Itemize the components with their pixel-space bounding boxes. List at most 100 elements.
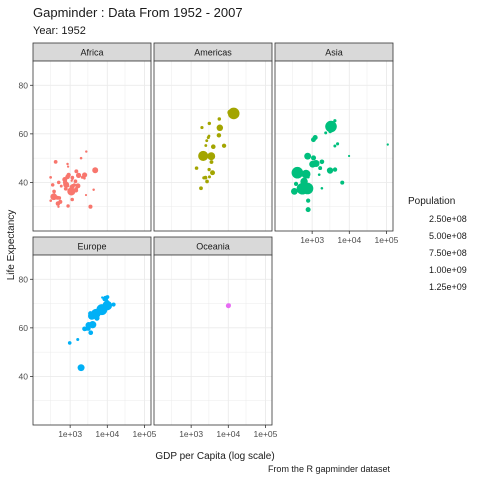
data-point-africa [66, 204, 70, 208]
data-point-europe [77, 364, 85, 372]
y-axis-label: Life Expectancy [6, 210, 17, 281]
data-point-asia [317, 173, 321, 176]
data-point-africa [92, 167, 99, 174]
chart-caption: From the R gapminder dataset [268, 464, 391, 474]
data-point-americas [200, 153, 207, 160]
data-point-asia [305, 207, 311, 213]
legend-label: 1.00e+09 [429, 265, 467, 275]
data-point-africa [55, 195, 60, 200]
data-point-africa [50, 183, 55, 187]
y-tick-label: 60 [19, 323, 29, 333]
data-point-africa [53, 160, 58, 164]
data-point-asia [326, 167, 334, 174]
chart-subtitle: Year: 1952 [33, 25, 86, 37]
data-point-asia [332, 167, 338, 172]
facet-border [153, 254, 273, 426]
x-tick-label: 1e+05 [254, 429, 278, 439]
data-point-asia [300, 177, 308, 186]
legend-title: Population [408, 196, 455, 207]
data-point-americas [210, 170, 215, 176]
y-tick-label: 80 [19, 274, 29, 284]
data-point-asia [324, 131, 328, 135]
data-point-asia [325, 120, 337, 133]
data-point-europe [102, 300, 113, 311]
data-point-asia [318, 166, 323, 171]
data-point-africa [66, 184, 70, 188]
data-point-asia [333, 119, 337, 123]
facet-border [274, 60, 394, 232]
data-point-europe [87, 312, 96, 320]
data-point-europe [67, 341, 72, 345]
data-point-africa [73, 179, 78, 184]
data-point-africa [88, 204, 93, 209]
data-point-africa [72, 183, 77, 187]
x-tick-label: 1e+03 [300, 235, 324, 245]
data-point-americas [205, 179, 209, 184]
data-point-americas [204, 144, 208, 147]
data-point-americas [205, 139, 209, 143]
data-point-europe [76, 337, 80, 342]
facet-border [32, 254, 152, 426]
x-tick-label: 1e+03 [58, 429, 82, 439]
data-point-asia [347, 154, 351, 158]
data-point-africa [57, 205, 60, 208]
data-point-africa [49, 175, 52, 179]
data-point-africa [70, 175, 75, 180]
facet-label-europe: Europe [77, 242, 106, 252]
data-point-americas [199, 186, 203, 191]
legend-label: 1.25e+09 [429, 282, 467, 292]
data-point-asia [301, 169, 311, 179]
data-point-americas [207, 152, 216, 161]
data-point-europe [111, 302, 116, 307]
data-point-europe [102, 296, 108, 302]
data-point-asia [310, 155, 317, 161]
data-point-africa [50, 193, 58, 201]
facet-grid: Africa 40 60 80 Americas Asia 1e+03 1e+04 1e+05 E… [19, 42, 399, 439]
data-point-africa [85, 150, 88, 153]
legend-label: 7.50e+08 [429, 248, 467, 258]
data-point-asia [312, 134, 318, 141]
data-point-oceania [227, 303, 231, 307]
data-point-africa [70, 197, 74, 202]
data-point-americas [227, 107, 240, 120]
data-point-africa [84, 193, 88, 197]
x-tick-label: 1e+04 [337, 235, 361, 245]
data-point-americas [217, 117, 222, 121]
data-point-asia [340, 180, 345, 185]
data-point-americas [207, 121, 212, 126]
data-point-asia [290, 188, 298, 195]
data-point-africa [75, 183, 81, 189]
data-point-americas [207, 134, 211, 138]
data-point-asia [312, 159, 320, 167]
data-point-asia [299, 189, 305, 195]
data-point-asia [306, 198, 311, 203]
data-point-africa [79, 156, 83, 160]
data-point-americas [194, 166, 199, 170]
legend-label: 5.00e+08 [429, 231, 467, 241]
x-tick-label: 1e+04 [95, 429, 119, 439]
data-point-asia [304, 152, 312, 160]
data-point-africa [62, 180, 68, 185]
data-point-africa [56, 180, 61, 185]
data-point-africa [59, 184, 63, 188]
data-point-africa [74, 169, 79, 174]
data-point-americas [221, 143, 227, 148]
facet-label-oceania: Oceania [196, 242, 230, 252]
x-tick-label: 1e+03 [179, 429, 203, 439]
data-point-asia [319, 159, 325, 165]
y-tick-label: 40 [19, 177, 29, 187]
data-point-africa [55, 201, 61, 206]
data-point-asia [320, 186, 324, 190]
data-point-europe [88, 330, 94, 336]
facet-border [153, 60, 273, 232]
data-point-asia [291, 166, 304, 179]
data-point-americas [209, 160, 214, 164]
data-point-asia [333, 144, 337, 148]
data-point-africa [63, 186, 68, 191]
population-legend: Population 2.50e+08 5.00e+08 7.50e+08 1.00e… [408, 196, 467, 292]
data-point-africa [75, 172, 82, 179]
data-point-americas [207, 167, 211, 172]
data-point-asia [386, 143, 389, 146]
data-point-africa [52, 189, 56, 194]
data-point-africa [67, 187, 76, 196]
